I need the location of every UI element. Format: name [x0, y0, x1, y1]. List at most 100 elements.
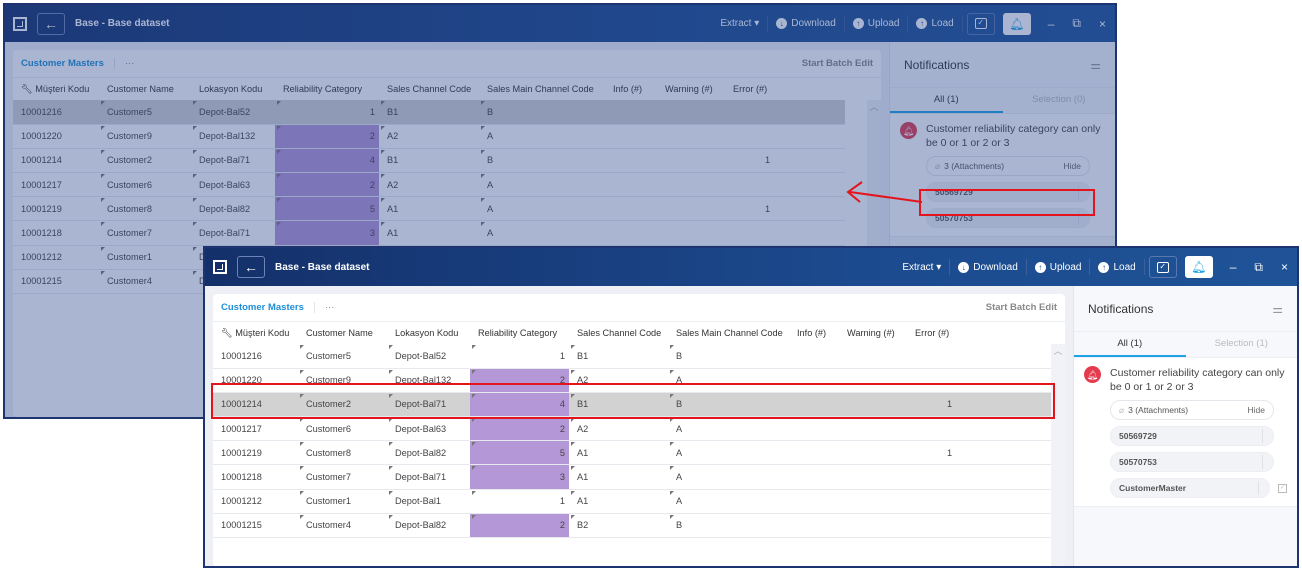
- download-button[interactable]: ↓ Download: [768, 18, 843, 29]
- cell-error-count[interactable]: [725, 100, 845, 125]
- column-header[interactable]: Warning (#): [847, 328, 895, 338]
- column-header[interactable]: Sales Channel Code: [387, 84, 472, 94]
- cell-musteri-kodu[interactable]: 10001214: [13, 148, 99, 174]
- attachment-chip[interactable]: 50569729: [1110, 426, 1274, 446]
- cell-reliability-category[interactable]: 2: [275, 172, 379, 198]
- back-button[interactable]: ←: [37, 12, 65, 35]
- cell-reliability-category[interactable]: 4: [275, 148, 379, 174]
- cell-musteri-kodu[interactable]: 10001220: [213, 368, 298, 393]
- cell-lokasyon-kodu[interactable]: Depot-Bal82: [387, 513, 470, 539]
- notifications-button[interactable]: 🔔︎: [1184, 256, 1213, 278]
- cell-customer-name[interactable]: Customer5: [99, 100, 191, 125]
- cell-info-count[interactable]: [789, 416, 839, 442]
- cell-warning-count[interactable]: [657, 148, 725, 174]
- cell-lokasyon-kodu[interactable]: Depot-Bal71: [387, 392, 470, 418]
- cell-sales-channel-code[interactable]: B1: [569, 392, 668, 418]
- extract-menu[interactable]: Extract ▾: [894, 262, 949, 273]
- cell-customer-name[interactable]: Customer8: [99, 196, 191, 222]
- cell-info-count[interactable]: [605, 124, 657, 149]
- scrollbar[interactable]: ︿: [1051, 344, 1065, 566]
- cell-customer-name[interactable]: Customer4: [298, 513, 387, 539]
- cell-warning-count[interactable]: [839, 392, 907, 418]
- cell-lokasyon-kodu[interactable]: Depot-Bal63: [191, 172, 275, 198]
- upload-button[interactable]: ↑ Upload: [1027, 261, 1090, 273]
- cell-warning-count[interactable]: [657, 100, 725, 125]
- cell-musteri-kodu[interactable]: 10001220: [13, 124, 99, 149]
- cell-sales-main-channel-code[interactable]: B: [668, 344, 789, 369]
- tasks-button[interactable]: ✓: [966, 12, 995, 35]
- cell-error-count[interactable]: 1: [907, 440, 1057, 466]
- cell-sales-channel-code[interactable]: B1: [379, 100, 479, 125]
- cell-sales-main-channel-code[interactable]: A: [479, 220, 605, 246]
- cell-sales-main-channel-code[interactable]: A: [668, 489, 789, 514]
- notification-item[interactable]: 🔔︎ Customer reliability category can only…: [890, 114, 1115, 237]
- cell-sales-channel-code[interactable]: A2: [569, 368, 668, 393]
- more-menu-button[interactable]: ···: [324, 302, 335, 313]
- column-header[interactable]: Reliability Category: [283, 84, 363, 94]
- cell-error-count[interactable]: [725, 124, 845, 149]
- cell-error-count[interactable]: [907, 344, 1057, 369]
- cell-sales-main-channel-code[interactable]: A: [668, 464, 789, 490]
- cell-warning-count[interactable]: [657, 220, 725, 246]
- cell-sales-main-channel-code[interactable]: B: [668, 513, 789, 539]
- more-menu-button[interactable]: ···: [124, 58, 135, 69]
- cell-warning-count[interactable]: [839, 464, 907, 490]
- column-header[interactable]: Reliability Category: [478, 328, 558, 338]
- cell-customer-name[interactable]: Customer5: [298, 344, 387, 369]
- cell-info-count[interactable]: [789, 344, 839, 369]
- table-row[interactable]: 10001220 Customer9 Depot-Bal132 2 A2 A: [13, 124, 845, 149]
- restore-button[interactable]: ⧉: [1254, 259, 1263, 274]
- cell-info-count[interactable]: [789, 489, 839, 514]
- cell-sales-main-channel-code[interactable]: A: [479, 124, 605, 149]
- attachments-toggle[interactable]: ⌀ 3 (Attachments) Hide: [926, 156, 1090, 176]
- cell-error-count[interactable]: 1: [725, 148, 845, 174]
- notifications-button[interactable]: 🔔︎: [1002, 12, 1031, 35]
- column-header[interactable]: Info (#): [613, 84, 643, 94]
- cell-lokasyon-kodu[interactable]: Depot-Bal71: [387, 464, 470, 490]
- column-header[interactable]: 🔧︎ Müşteri Kodu: [213, 322, 298, 344]
- notification-item[interactable]: 🔔︎ Customer reliability category can only…: [1074, 358, 1297, 507]
- cell-reliability-category[interactable]: 2: [470, 513, 569, 539]
- cell-musteri-kodu[interactable]: 10001216: [13, 100, 99, 125]
- table-row[interactable]: 10001216 Customer5 Depot-Bal52 1 B1 B: [213, 344, 1057, 369]
- cell-info-count[interactable]: [789, 440, 839, 466]
- cell-customer-name[interactable]: Customer7: [99, 220, 191, 246]
- cell-reliability-category[interactable]: 5: [470, 440, 569, 466]
- table-row[interactable]: 10001220 Customer9 Depot-Bal132 2 A2 A: [213, 368, 1057, 393]
- cell-warning-count[interactable]: [839, 489, 907, 514]
- checkbox-icon[interactable]: ✓: [1278, 483, 1287, 493]
- table-row[interactable]: 10001218 Customer7 Depot-Bal71 3 A1 A: [213, 464, 1057, 490]
- cell-reliability-category[interactable]: 2: [470, 416, 569, 442]
- cell-sales-main-channel-code[interactable]: B: [479, 100, 605, 125]
- cell-customer-name[interactable]: Customer6: [99, 172, 191, 198]
- cell-warning-count[interactable]: [839, 440, 907, 466]
- cell-error-count[interactable]: [907, 513, 1057, 539]
- column-header[interactable]: Sales Channel Code: [577, 328, 662, 338]
- cell-musteri-kodu[interactable]: 10001215: [13, 269, 99, 295]
- cell-sales-main-channel-code[interactable]: A: [668, 416, 789, 442]
- cell-sales-main-channel-code[interactable]: B: [668, 392, 789, 418]
- column-header[interactable]: Customer Name: [306, 328, 373, 338]
- cell-error-count[interactable]: 1: [907, 392, 1057, 418]
- cell-sales-channel-code[interactable]: A1: [569, 440, 668, 466]
- column-header[interactable]: Info (#): [797, 328, 827, 338]
- cell-info-count[interactable]: [789, 464, 839, 490]
- filter-settings-icon[interactable]: ⚌: [1090, 57, 1101, 72]
- cell-reliability-category[interactable]: 1: [470, 489, 569, 514]
- cell-lokasyon-kodu[interactable]: Depot-Bal52: [191, 100, 275, 125]
- cell-customer-name[interactable]: Customer6: [298, 416, 387, 442]
- cell-warning-count[interactable]: [657, 172, 725, 198]
- tasks-button[interactable]: ✓: [1148, 256, 1177, 278]
- cell-error-count[interactable]: [907, 464, 1057, 490]
- cell-musteri-kodu[interactable]: 10001214: [213, 392, 298, 418]
- column-header[interactable]: Sales Main Channel Code: [487, 84, 594, 94]
- attachment-chip[interactable]: 50569729: [926, 182, 1090, 202]
- attachment-chip[interactable]: 50570753: [1110, 452, 1274, 472]
- cell-reliability-category[interactable]: 2: [470, 368, 569, 393]
- cell-error-count[interactable]: 1: [725, 196, 845, 222]
- cell-lokasyon-kodu[interactable]: Depot-Bal132: [387, 368, 470, 393]
- cell-warning-count[interactable]: [657, 196, 725, 222]
- cell-customer-name[interactable]: Customer9: [298, 368, 387, 393]
- cell-reliability-category[interactable]: 1: [275, 100, 379, 125]
